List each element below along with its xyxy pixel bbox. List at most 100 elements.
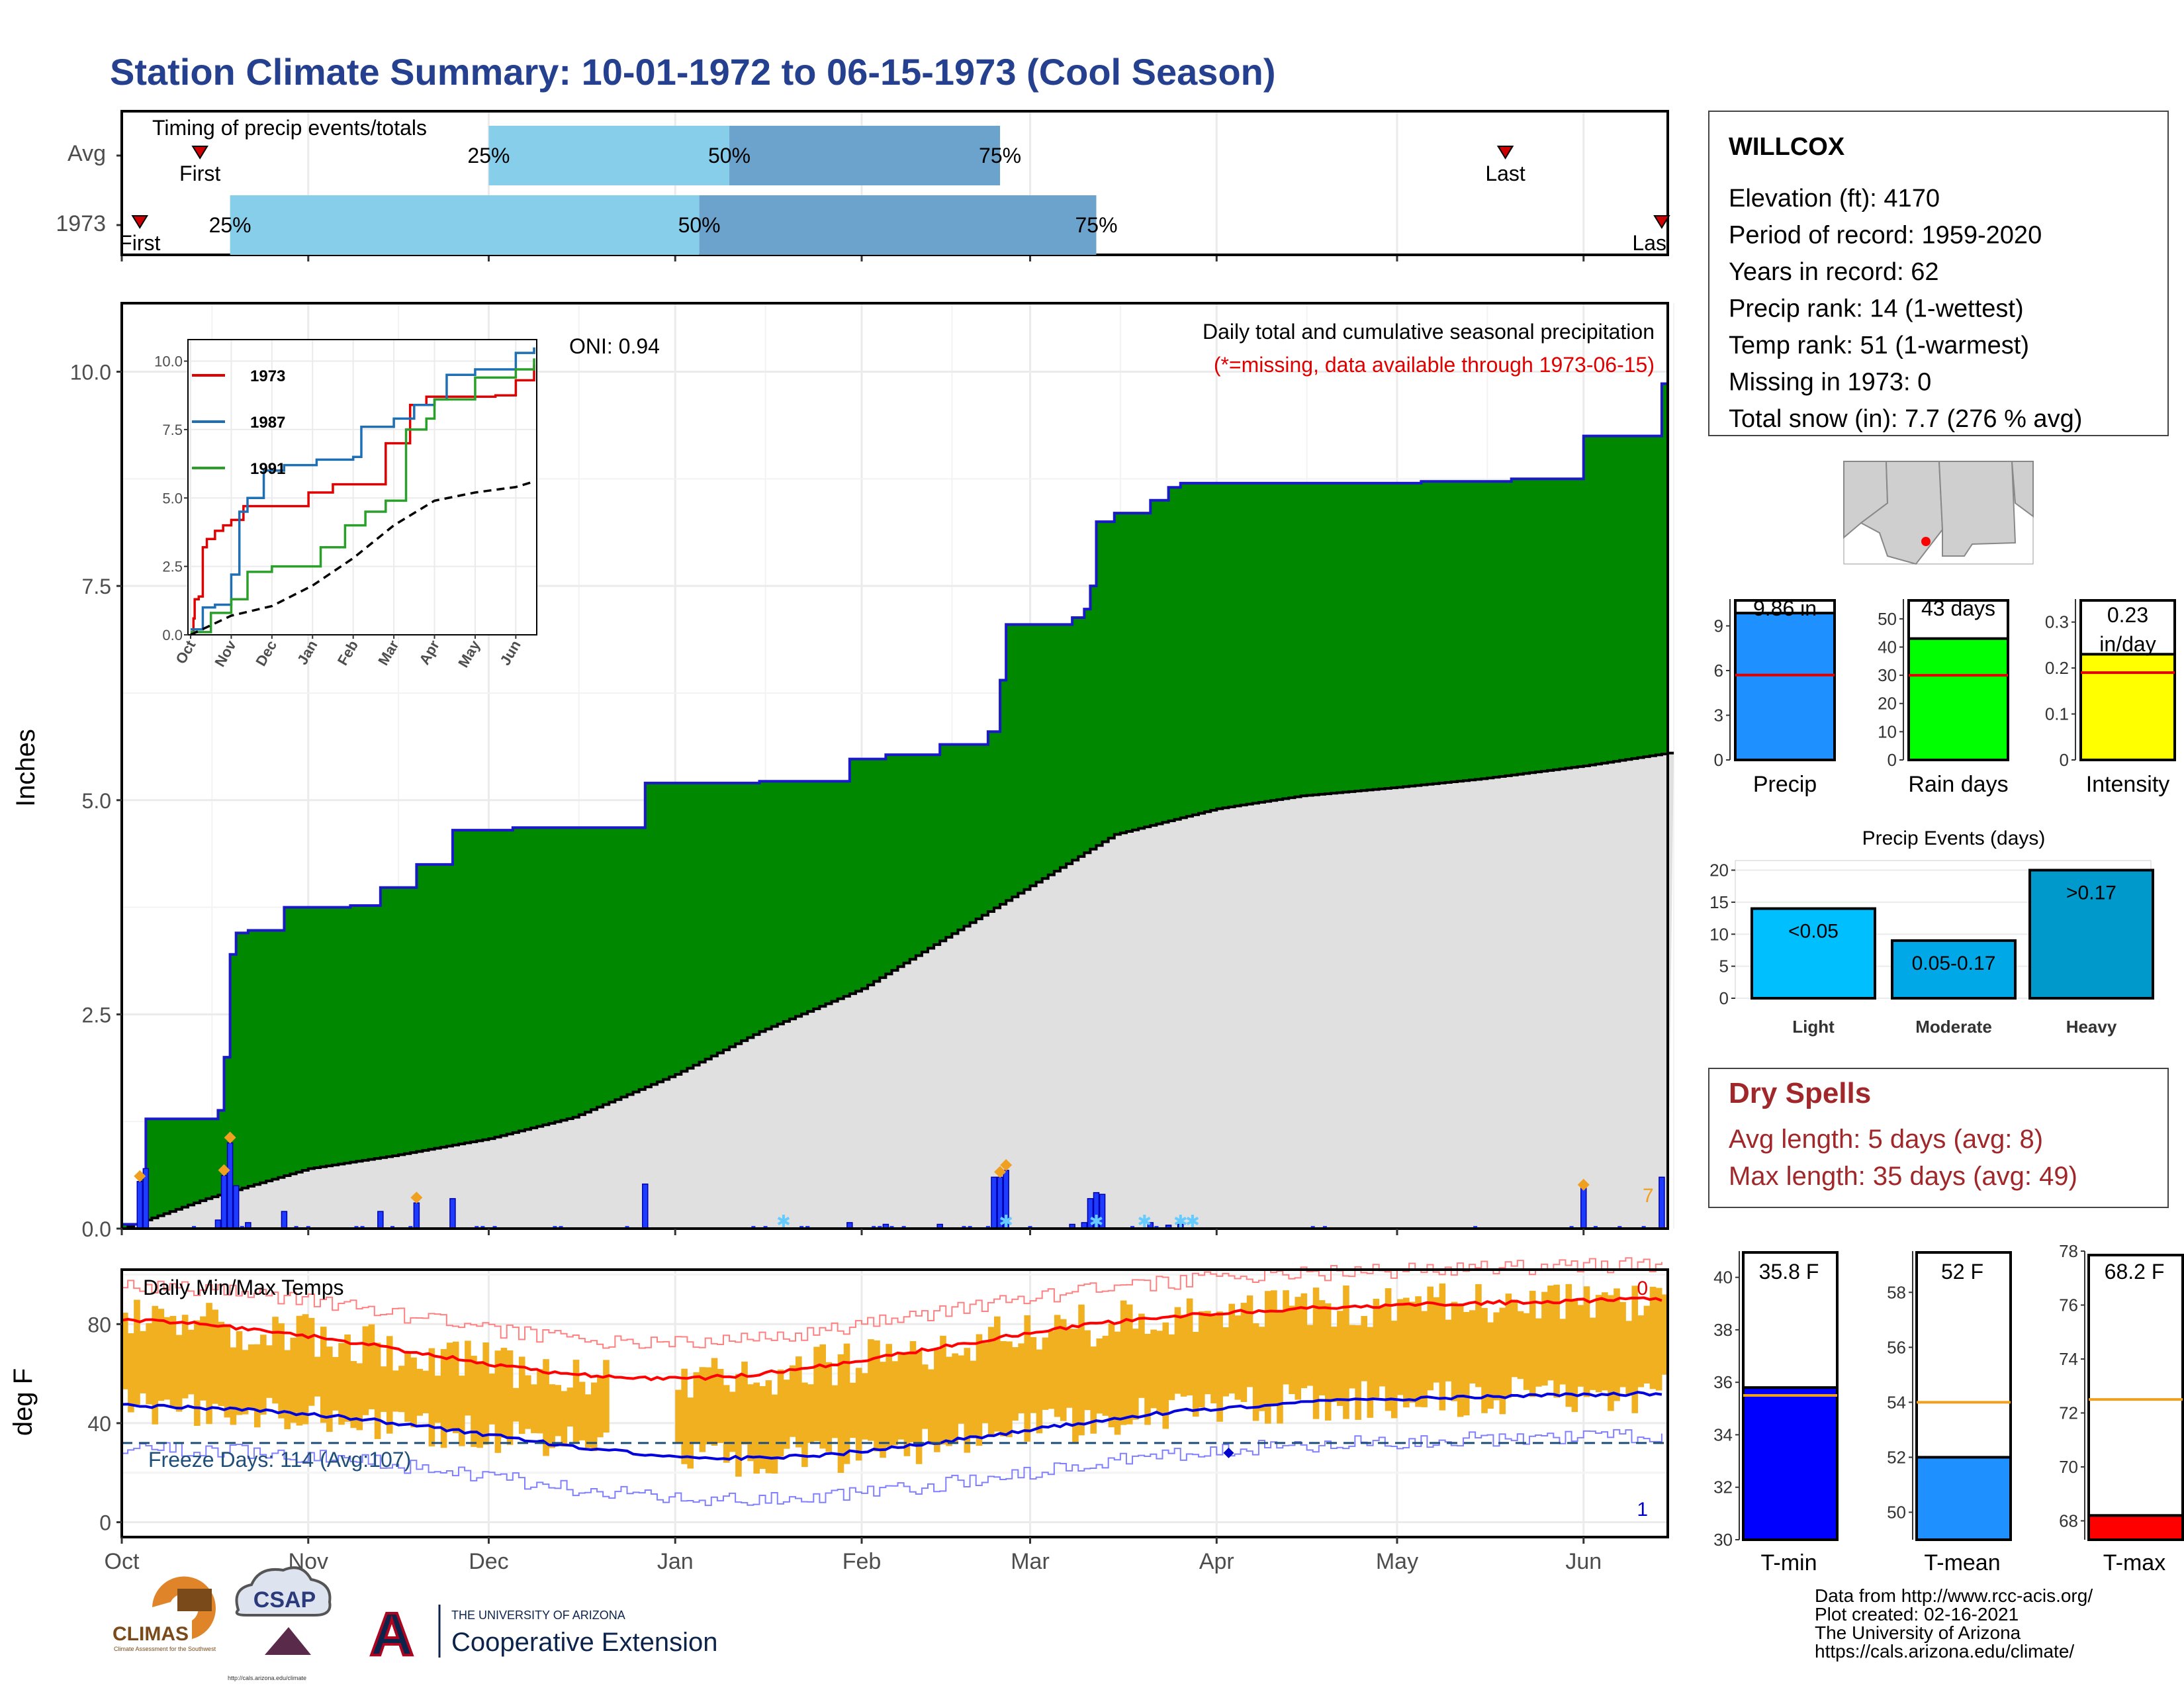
daily-temp-bar — [1547, 1286, 1554, 1381]
daily-temp-bar — [260, 1335, 267, 1415]
daily-temp-bar — [1216, 1311, 1223, 1422]
daily-temp-bar — [1277, 1309, 1283, 1424]
daily-temp-bar — [1529, 1290, 1536, 1397]
daily-temp-bar — [440, 1348, 447, 1448]
daily-temp-bar — [314, 1356, 321, 1397]
daily-temp-bar — [302, 1314, 309, 1425]
daily-temp-bar — [1415, 1296, 1422, 1407]
daily-temp-bar — [1361, 1316, 1368, 1382]
daily-temp-bar — [200, 1316, 206, 1401]
daily-temp-bar — [1324, 1303, 1332, 1421]
temp-bar-value-label: 35.8 F — [1759, 1260, 1819, 1284]
daily-temp-bar — [1318, 1300, 1326, 1395]
map-new-mexico — [1938, 461, 2017, 557]
daily-temp-bar — [1072, 1329, 1079, 1444]
daily-temp-bar — [590, 1382, 598, 1452]
daily-temp-bar — [868, 1339, 874, 1441]
daily-temp-bar — [1481, 1307, 1488, 1413]
events-category-label: Moderate — [1915, 1017, 1992, 1037]
timing-label-q50: 50% — [678, 213, 721, 237]
daily-temp-bar — [1283, 1290, 1289, 1385]
daily-temp-bar — [819, 1344, 826, 1449]
daily-precip-bar — [220, 1174, 228, 1229]
temp-bar-tick-label: 30 — [1713, 1530, 1733, 1550]
daily-temp-bar — [964, 1348, 971, 1453]
temp-bar-tick-label: 54 — [1887, 1392, 1906, 1412]
temp-x-tick-label: Apr — [1199, 1549, 1234, 1574]
snow-day-icon: ✱ — [1173, 1211, 1188, 1231]
daily-temp-bar — [398, 1366, 405, 1413]
daily-temp-bar — [837, 1354, 844, 1474]
daily-temp-bar — [874, 1340, 880, 1452]
timing-marker-first-icon — [191, 146, 208, 160]
daily-precip-bar — [991, 1176, 997, 1229]
logo-ua-extension: A THE UNIVERSITY OF ARIZONA Cooperative … — [360, 1599, 717, 1669]
timing-marker-last-icon — [1496, 146, 1514, 160]
daily-temp-bar — [1541, 1291, 1548, 1386]
daily-temp-bar — [1330, 1327, 1338, 1403]
daily-temp-bar — [849, 1382, 856, 1438]
daily-temp-bar — [1018, 1343, 1024, 1414]
daily-temp-bar — [735, 1374, 742, 1477]
daily-temp-bar — [1180, 1315, 1187, 1397]
precip-events-title: Precip Events (days) — [1862, 827, 2046, 849]
daily-temp-bar — [1000, 1340, 1007, 1436]
temp-bar-tick-label: 40 — [1713, 1268, 1733, 1288]
daily-temp-bar — [1457, 1304, 1464, 1417]
events-category-label: Light — [1792, 1017, 1835, 1037]
daily-temp-bar — [897, 1354, 905, 1440]
temp-bar-tick-label: 34 — [1713, 1425, 1733, 1444]
climas-logo-text: CLIMAS — [113, 1623, 189, 1645]
snow-day-icon: ✱ — [1137, 1211, 1152, 1231]
temp-bar-tick-label: 70 — [2059, 1457, 2078, 1477]
precip-y-tick-label: 0.0 — [82, 1217, 111, 1241]
inset-x-tick-label: Nov — [211, 637, 240, 669]
daily-temp-bar — [1168, 1334, 1175, 1401]
temp-bar-value-label: 68.2 F — [2105, 1260, 2165, 1284]
daily-temp-bar — [230, 1347, 237, 1425]
daily-temp-bar — [1258, 1327, 1265, 1411]
dry-spells-box — [1708, 1068, 2169, 1208]
daily-temp-bar — [1300, 1293, 1308, 1389]
daily-temp-bar — [777, 1369, 784, 1457]
daily-temp-bar — [807, 1384, 814, 1443]
daily-precip-bar — [1659, 1176, 1665, 1229]
csap-url: http://cals.arizona.edu/climate — [228, 1675, 306, 1681]
daily-temp-bar — [212, 1309, 218, 1404]
daily-temp-bar — [428, 1348, 435, 1447]
daily-temp-bar — [350, 1361, 357, 1429]
daily-temp-bar — [326, 1346, 333, 1432]
ua-logo-small-text: THE UNIVERSITY OF ARIZONA — [451, 1609, 625, 1622]
daily-temp-bar — [146, 1323, 152, 1405]
daily-temp-bar — [169, 1315, 177, 1408]
daily-temp-bar — [1511, 1299, 1518, 1378]
credit-line: Data from http://www.rcc-acis.org/ — [1815, 1585, 2093, 1606]
heavy-day-marker — [1000, 1158, 1013, 1171]
oni-label: ONI: 0.94 — [569, 334, 660, 358]
daily-temp-bar — [290, 1337, 297, 1423]
temp-x-tick-label: Jun — [1565, 1549, 1602, 1574]
daily-temp-bar — [1138, 1313, 1145, 1398]
station-info-line: Years in record: 62 — [1729, 258, 1939, 286]
daily-temp-bar — [284, 1350, 291, 1430]
mini-bar-value-label: 43 days — [1921, 596, 1995, 620]
timing-label-q75: 75% — [979, 144, 1021, 167]
end-marker: 7 — [1643, 1185, 1654, 1207]
daily-temp-bar — [1396, 1299, 1404, 1395]
csap-cloud-icon — [235, 1566, 332, 1617]
events-bar — [1751, 907, 1876, 1000]
daily-temp-bar — [711, 1358, 718, 1446]
map-texas — [2011, 461, 2034, 518]
mini-bar-tick-label: 40 — [1878, 637, 1897, 657]
mini-bar-category-label: Rain days — [1908, 772, 2008, 797]
temp-bar-value — [1742, 1386, 1839, 1542]
temp-bar-value — [1915, 1456, 2012, 1541]
daily-temp-bar — [494, 1350, 502, 1453]
inset-legend-label: 1987 — [250, 414, 285, 432]
daily-temp-bar — [855, 1368, 862, 1461]
daily-temp-bar — [717, 1368, 724, 1443]
daily-temp-bar — [122, 1312, 128, 1389]
daily-temp-bar — [976, 1334, 983, 1446]
